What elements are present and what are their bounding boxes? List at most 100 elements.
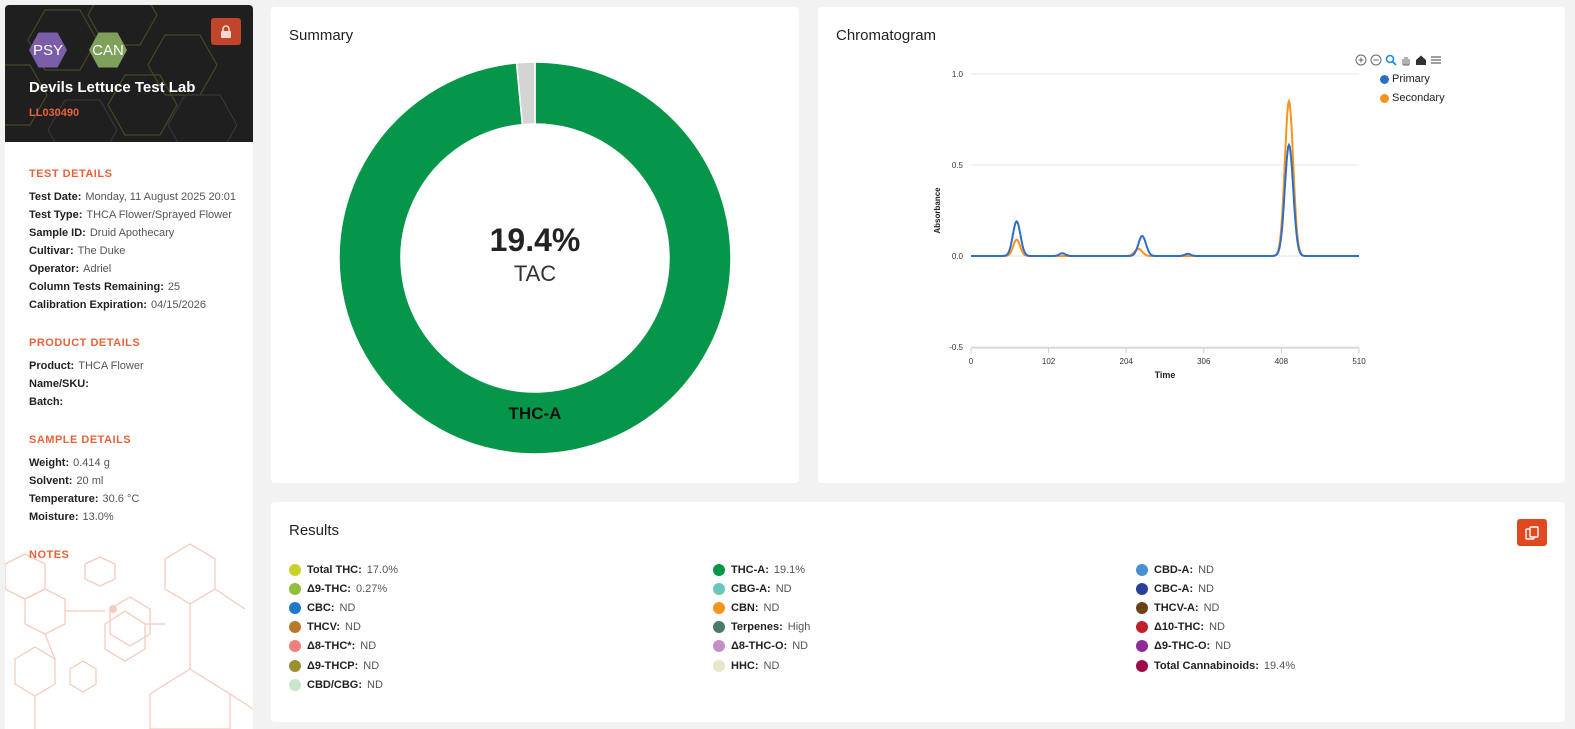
result-label: Δ9-THC: — [307, 582, 351, 595]
detail-label: Operator: — [29, 263, 80, 275]
detail-row-temperature: Temperature: 30.6 °C — [29, 490, 253, 508]
result-cbg-a: CBG-A: ND — [713, 579, 810, 598]
result-value: ND — [339, 601, 356, 614]
result-color-dot — [289, 601, 301, 614]
detail-value: 25 — [167, 281, 181, 293]
result-label: Δ8-THC*: — [307, 640, 356, 653]
result-label: THC-A: — [731, 563, 769, 576]
result-total-thc: Total THC: 17.0% — [289, 560, 398, 579]
lock-button[interactable] — [211, 18, 241, 45]
result-9-thc: Δ9-THC: 0.27% — [289, 579, 398, 598]
x-axis-title: Time — [1155, 370, 1176, 380]
detail-row-sample-id: Sample ID: Druid Apothecary — [29, 224, 253, 242]
result-9-thc-o: Δ9-THC-O: ND — [1136, 637, 1295, 656]
detail-value: 04/15/2026 — [150, 299, 207, 311]
result-label: Total Cannabinoids: — [1154, 659, 1259, 672]
detail-value: 0.414 g — [73, 457, 110, 469]
detail-value: 13.0% — [82, 511, 114, 523]
detail-row-test-type: Test Type: THCA Flower/Sprayed Flower — [29, 206, 253, 224]
detail-row-batch: Batch: — [29, 393, 253, 411]
series-line-secondary[interactable] — [971, 98, 1359, 257]
result-cbn: CBN: ND — [713, 598, 810, 617]
result-label: Total THC: — [307, 563, 362, 576]
menu-icon[interactable] — [1430, 54, 1442, 66]
result-thc-a: THC-A: 19.1% — [713, 560, 810, 579]
detail-value: Adriel — [83, 263, 112, 275]
result-value: ND — [763, 601, 780, 614]
test-details-title: TEST DETAILS — [29, 168, 113, 180]
result-8-thc: Δ8-THC*: ND — [289, 637, 398, 656]
y-tick-label: 1.0 — [952, 70, 964, 79]
results-column-2: THC-A: 19.1% CBG-A: ND CBN: ND Terpenes: High Δ8… — [713, 560, 810, 675]
detail-value: Druid Apothecary — [89, 227, 175, 239]
detail-label: Test Date: — [29, 191, 82, 203]
sample-details-title: SAMPLE DETAILS — [29, 434, 132, 446]
result-value: ND — [775, 582, 792, 595]
summary-card: Summary 19.4% TAC THC-A — [271, 7, 799, 483]
donut-slice-other[interactable] — [515, 61, 536, 126]
result-color-dot — [713, 640, 725, 653]
result-color-dot — [1136, 582, 1148, 595]
summary-donut-chart — [338, 61, 732, 455]
zoom-out-icon[interactable] — [1370, 54, 1382, 66]
result-total-cannabinoids: Total Cannabinoids: 19.4% — [1136, 656, 1295, 675]
detail-row-test-date: Test Date: Monday, 11 August 2025 20:01 — [29, 188, 253, 206]
x-tick-label: 510 — [1352, 357, 1366, 366]
result-cbc: CBC: ND — [289, 598, 398, 617]
detail-row-weight: Weight: 0.414 g — [29, 454, 253, 472]
detail-value: Monday, 11 August 2025 20:01 — [85, 191, 237, 203]
legend-primary-label: Primary — [1392, 73, 1430, 85]
product-details-title: PRODUCT DETAILS — [29, 337, 141, 349]
lab-header: PSY CAN Devils Lettuce Test Lab LL030490 — [5, 5, 253, 142]
legend-primary[interactable]: Primary — [1380, 73, 1430, 85]
detail-label: Name/SKU: — [29, 378, 89, 390]
result-value: ND — [1209, 621, 1225, 634]
summary-title: Summary — [289, 27, 354, 44]
result-color-dot — [713, 621, 725, 634]
result-value: ND — [763, 659, 780, 672]
detail-label: Sample ID: — [29, 227, 86, 239]
donut-slice-thc-a[interactable] — [338, 61, 732, 455]
detail-label: Column Tests Remaining: — [29, 281, 164, 293]
legend-secondary[interactable]: Secondary — [1380, 92, 1445, 104]
detail-value: The Duke — [77, 245, 126, 257]
chromatogram-title: Chromatogram — [836, 27, 937, 44]
result-thcv-a: THCV-A: ND — [1136, 598, 1295, 617]
legend-primary-marker — [1380, 74, 1389, 84]
can-badge: CAN — [89, 32, 127, 68]
result-8-thc-o: Δ8-THC-O: ND — [713, 637, 810, 656]
results-column-1: Total THC: 17.0% Δ9-THC: 0.27% CBC: ND THCV: ND… — [289, 560, 398, 694]
result-hhc: HHC: ND — [713, 656, 810, 675]
lock-icon — [221, 25, 231, 38]
molecule-decoration — [5, 543, 253, 729]
result-value: ND — [792, 640, 809, 653]
detail-value: 30.6 °C — [102, 493, 140, 505]
detail-row-column-tests-remaining: Column Tests Remaining: 25 — [29, 278, 253, 296]
reset-zoom-icon[interactable] — [1415, 54, 1427, 66]
detail-label: Weight: — [29, 457, 70, 469]
result-label: CBC-A: — [1154, 582, 1194, 595]
result-color-dot — [1136, 640, 1148, 653]
result-value: 0.27% — [355, 582, 388, 595]
result-9-thcp: Δ9-THCP: ND — [289, 656, 398, 675]
result-color-dot — [713, 659, 725, 672]
result-color-dot — [1136, 621, 1148, 634]
sample-details-section: SAMPLE DETAILS Weight: 0.414 g Solvent: 20 … — [29, 434, 253, 526]
result-color-dot — [1136, 563, 1148, 576]
detail-label: Moisture: — [29, 511, 79, 523]
result-label: Δ8-THC-O: — [731, 640, 788, 653]
pan-icon[interactable] — [1400, 54, 1412, 66]
x-tick-label: 408 — [1275, 357, 1289, 366]
result-color-dot — [289, 659, 301, 672]
copy-results-button[interactable] — [1517, 519, 1547, 546]
zoom-in-icon[interactable] — [1355, 54, 1367, 66]
x-tick-label: 102 — [1042, 357, 1056, 366]
y-tick-label: -0.5 — [949, 343, 963, 352]
result-label: Δ10-THC: — [1154, 621, 1205, 634]
result-value: ND — [1215, 640, 1232, 653]
detail-row-operator: Operator: Adriel — [29, 260, 253, 278]
selection-zoom-icon[interactable] — [1385, 54, 1397, 66]
result-label: THCV-A: — [1154, 601, 1199, 614]
result-label: CBD-A: — [1154, 563, 1194, 576]
series-line-primary[interactable] — [971, 142, 1359, 257]
